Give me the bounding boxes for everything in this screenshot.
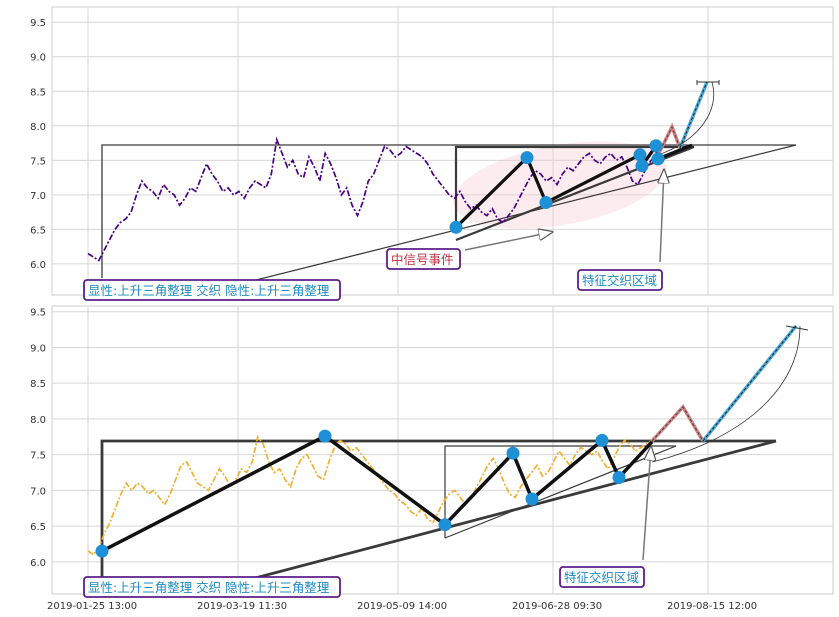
- top-pattern-label: 显性:上升三角整理 交织 隐性:上升三角整理: [83, 279, 341, 301]
- top-ytick-label-2: 7.0: [30, 191, 46, 202]
- top-signal-arrow: [464, 232, 552, 251]
- bottom-zone-label: 特征交织区域: [559, 566, 645, 588]
- bottom-ytick-label-2: 7.0: [30, 486, 46, 497]
- top-marker-4: [635, 159, 649, 173]
- bottom-marker-3: [506, 446, 520, 460]
- top-ytick-label-6: 9.0: [30, 53, 46, 64]
- top-ytick-label-3: 7.5: [30, 156, 46, 167]
- bottom-plot-area: [51, 305, 834, 595]
- top-marker-3: [633, 148, 647, 162]
- bottom-hidden-triangle-support: [444, 445, 677, 539]
- top-signal-event-label: 中信号事件: [386, 248, 461, 270]
- bottom-pattern-zigzag: [101, 434, 654, 553]
- bottom-forecast-red-dash: [651, 406, 704, 442]
- top-marker-5: [649, 139, 663, 153]
- bottom-pattern-markers: [95, 429, 626, 558]
- bottom-marker-5: [595, 433, 609, 447]
- bottom-xtick-label-2: 2019-05-09 14:00: [357, 601, 447, 612]
- top-visible-triangle-box: [101, 144, 796, 278]
- bottom-xtick-label-0: 2019-01-25 13:00: [47, 601, 137, 612]
- top-marker-1: [520, 151, 534, 165]
- bottom-xtick-label-1: 2019-03-19 11:30: [197, 601, 287, 612]
- bottom-marker-0: [95, 544, 109, 558]
- top-ytick-label-5: 8.5: [30, 87, 46, 98]
- bottom-pattern-label: 显性:上升三角整理 交织 隐性:上升三角整理: [83, 576, 341, 598]
- top-ytick-label-1: 6.5: [30, 225, 46, 236]
- top-pattern-markers: [449, 139, 665, 234]
- top-forecast-blue-dash: [679, 81, 708, 149]
- bottom-marker-6: [612, 471, 626, 484]
- top-y-tick-labels: 6.0 6.5 7.0 7.5 8.0 8.5 9.0 9.5: [30, 18, 46, 271]
- bottom-marker-1: [318, 429, 332, 443]
- bottom-ytick-label-1: 6.5: [30, 522, 46, 533]
- bottom-xtick-label-4: 2019-08-15 12:00: [667, 601, 757, 612]
- top-target-curve: [657, 81, 715, 156]
- bottom-visible-triangle-support: [239, 439, 777, 584]
- top-plot-area: [51, 6, 834, 296]
- bottom-marker-2: [438, 518, 452, 532]
- top-zone-label: 特征交织区域: [577, 269, 663, 291]
- bottom-pattern-label-text: 显性:上升三角整理 交织 隐性:上升三角整理: [88, 580, 330, 595]
- bottom-zone-label-text: 特征交织区域: [564, 570, 639, 585]
- bottom-ytick-label-7: 9.5: [30, 308, 46, 319]
- top-forecast-red-dash: [657, 125, 681, 156]
- top-pattern-label-text: 显性:上升三角整理 交织 隐性:上升三角整理: [88, 283, 330, 298]
- top-signal-ellipse: [453, 141, 667, 229]
- top-ytick-label-7: 9.5: [30, 18, 46, 29]
- top-marker-6: [651, 152, 665, 166]
- bottom-gridlines: [52, 306, 833, 594]
- top-zone-label-text: 特征交织区域: [582, 273, 657, 288]
- bottom-ytick-label-5: 8.5: [30, 379, 46, 390]
- bottom-panel: 6.0 6.5 7.0 7.5 8.0 8.5 9.0 9.5 2019-01-25 13:0…: [30, 305, 834, 612]
- top-marker-2: [539, 196, 553, 209]
- bottom-zone-arrow: [642, 447, 651, 561]
- bottom-forecast-blue: [701, 324, 798, 443]
- bottom-ytick-label-4: 8.0: [30, 415, 46, 426]
- bottom-ytick-label-0: 6.0: [30, 558, 46, 569]
- top-marker-0: [449, 220, 463, 234]
- top-visible-triangle-support: [239, 144, 797, 285]
- bottom-target-bracket: [785, 325, 809, 331]
- bottom-visible-triangle-box: [100, 439, 776, 578]
- bottom-ytick-label-3: 7.5: [30, 451, 46, 462]
- bottom-price-line: [87, 434, 653, 556]
- top-zone-arrow: [660, 170, 664, 263]
- bottom-marker-4: [525, 492, 539, 506]
- top-panel: 6.0 6.5 7.0 7.5 8.0 8.5 9.0 9.5 显性:上升三角整理 交织 隐性…: [30, 6, 834, 301]
- bottom-y-tick-labels: 6.0 6.5 7.0 7.5 8.0 8.5 9.0 9.5: [30, 308, 46, 569]
- bottom-x-tick-labels: 2019-01-25 13:00 2019-03-19 11:30 2019-05-…: [47, 601, 757, 612]
- bottom-xtick-label-3: 2019-06-28 09:30: [512, 601, 602, 612]
- top-ytick-label-4: 8.0: [30, 122, 46, 133]
- bottom-target-curve: [651, 325, 801, 463]
- top-signal-event-text: 中信号事件: [391, 252, 454, 267]
- top-ytick-label-0: 6.0: [30, 260, 46, 271]
- bottom-ytick-label-6: 9.0: [30, 343, 46, 354]
